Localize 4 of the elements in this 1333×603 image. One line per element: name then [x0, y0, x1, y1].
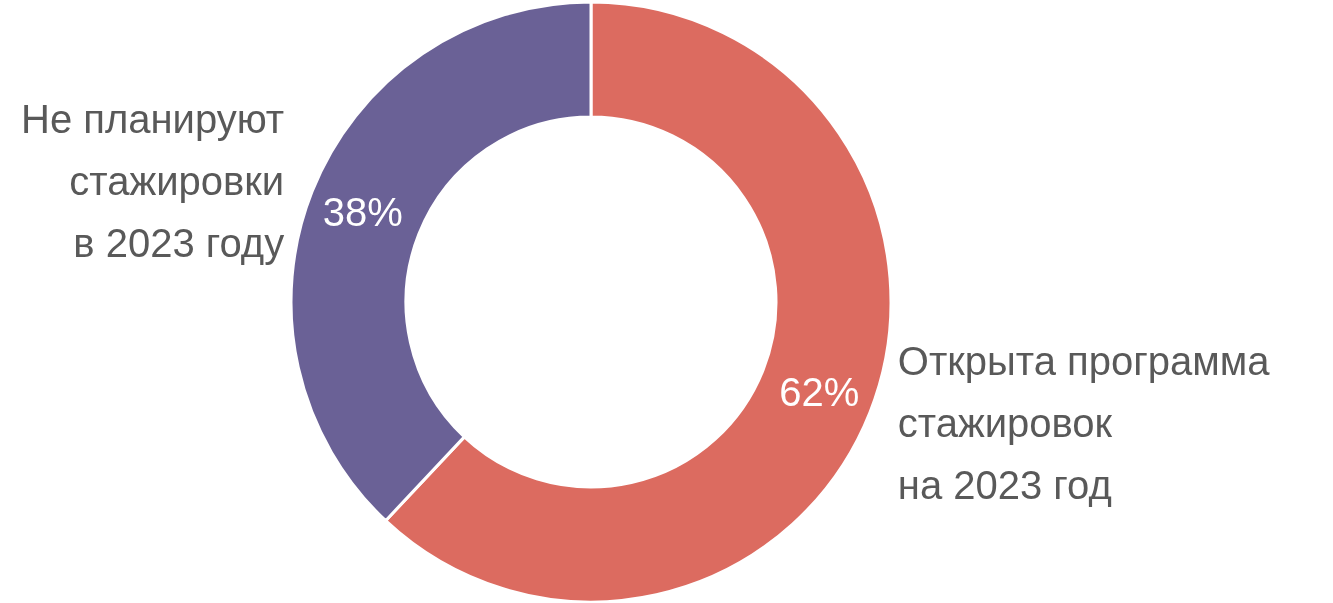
- slice-label: Не планируют стажировки в 2023 году: [21, 96, 285, 265]
- data-label: 62%: [779, 370, 860, 415]
- slice-label: Открыта программа стажировок на 2023 год: [897, 339, 1271, 508]
- data-label: 38%: [322, 189, 403, 234]
